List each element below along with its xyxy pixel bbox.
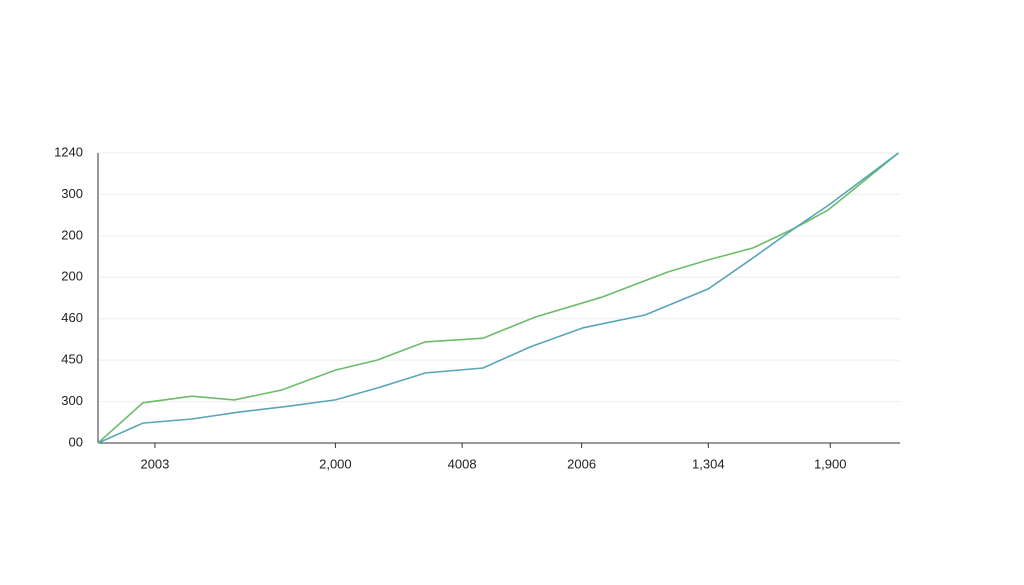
y-tick-label: 200 xyxy=(61,269,83,284)
series-line xyxy=(97,152,899,444)
y-tick-label: 300 xyxy=(61,186,83,201)
x-tick-label: 1,304 xyxy=(692,456,725,471)
x-tick-label: 1,900 xyxy=(814,456,847,471)
y-tick-label: 200 xyxy=(61,227,83,242)
y-tick-label: 1240 xyxy=(54,144,83,159)
series-line xyxy=(97,152,899,444)
x-tick-label: 4008 xyxy=(448,456,477,471)
y-tick-label: 00 xyxy=(69,434,83,449)
y-tick-label: 300 xyxy=(61,393,83,408)
x-tick-label: 2003 xyxy=(140,456,169,471)
x-tick-label: 2,000 xyxy=(319,456,352,471)
y-tick-label: 450 xyxy=(61,352,83,367)
x-tick-label: 2006 xyxy=(567,456,596,471)
y-tick-label: 460 xyxy=(61,310,83,325)
